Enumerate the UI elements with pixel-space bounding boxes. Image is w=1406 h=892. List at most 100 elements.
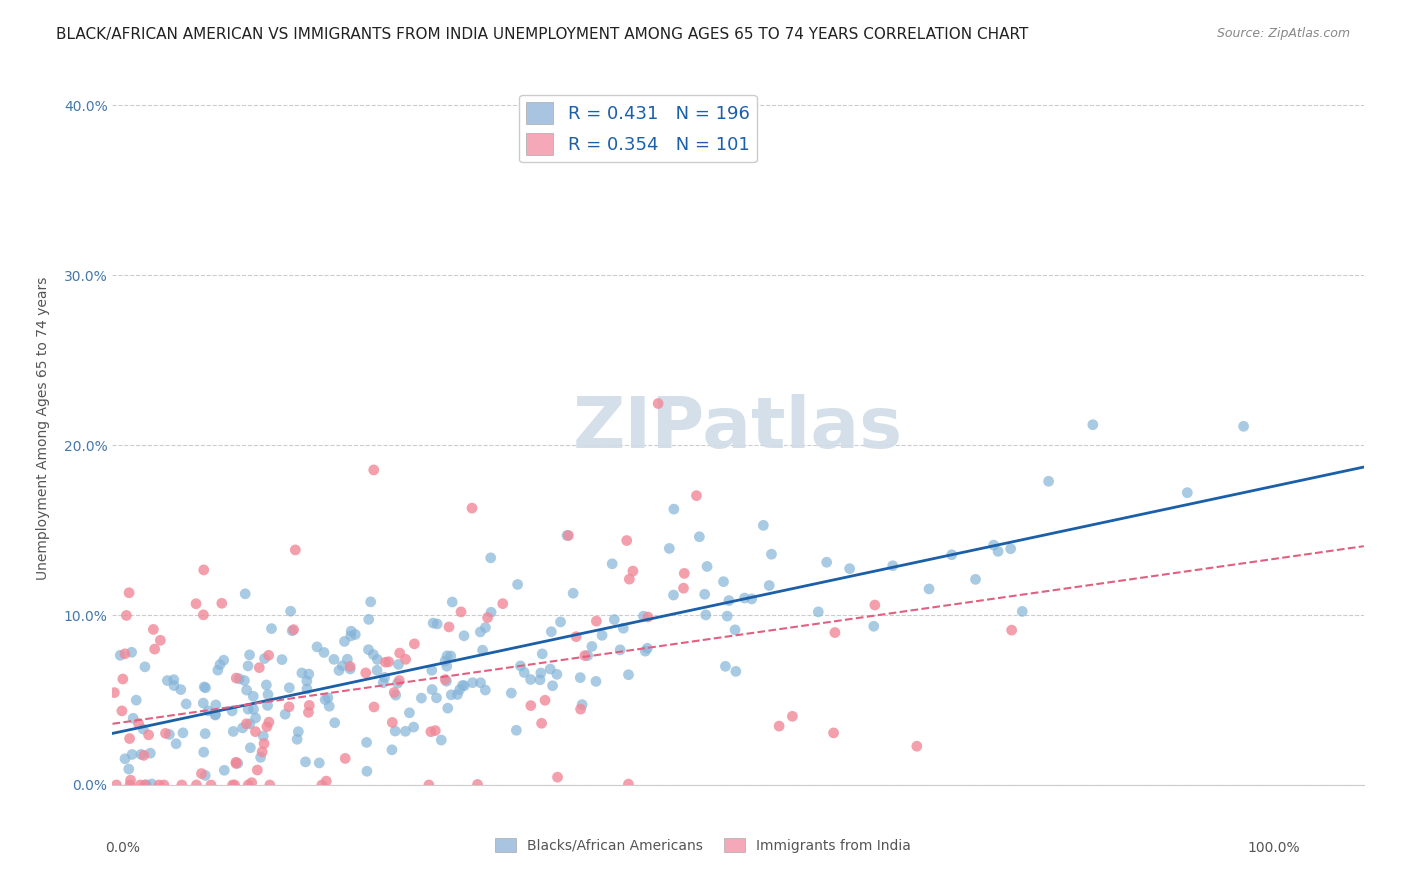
Point xyxy=(336,652,359,666)
Point xyxy=(143,642,166,657)
Point xyxy=(1001,623,1024,637)
Point xyxy=(387,676,409,690)
Point xyxy=(823,726,845,740)
Point xyxy=(1011,604,1033,618)
Point xyxy=(184,597,207,611)
Legend: R = 0.431   N = 196, R = 0.354   N = 101: R = 0.431 N = 196, R = 0.354 N = 101 xyxy=(519,95,756,162)
Point xyxy=(174,697,197,711)
Point xyxy=(224,778,246,792)
Point xyxy=(360,595,382,609)
Point xyxy=(211,596,233,610)
Point xyxy=(225,671,247,685)
Point xyxy=(118,586,141,600)
Point xyxy=(333,634,356,648)
Point xyxy=(197,704,219,718)
Point xyxy=(312,645,335,659)
Point xyxy=(193,680,215,694)
Point xyxy=(619,572,641,586)
Point xyxy=(163,679,186,693)
Point xyxy=(249,750,271,764)
Point xyxy=(714,659,737,673)
Point xyxy=(363,463,385,477)
Point xyxy=(242,702,264,716)
Point xyxy=(513,665,536,680)
Text: BLACK/AFRICAN AMERICAN VS IMMIGRANTS FROM INDIA UNEMPLOYMENT AMONG AGES 65 TO 74: BLACK/AFRICAN AMERICAN VS IMMIGRANTS FRO… xyxy=(56,27,1029,42)
Point xyxy=(436,659,458,673)
Point xyxy=(228,672,250,686)
Point xyxy=(259,778,281,792)
Point xyxy=(394,724,416,739)
Point xyxy=(141,777,163,791)
Point xyxy=(339,662,361,676)
Point xyxy=(250,745,273,759)
Point xyxy=(291,665,314,680)
Point xyxy=(449,682,471,697)
Point xyxy=(204,707,226,722)
Point xyxy=(467,777,489,791)
Point xyxy=(838,561,860,575)
Legend: Blacks/African Americans, Immigrants from India: Blacks/African Americans, Immigrants fro… xyxy=(489,832,917,858)
Point xyxy=(547,770,569,784)
Point xyxy=(419,724,441,739)
Point xyxy=(122,711,145,725)
Point xyxy=(308,756,330,770)
Y-axis label: Unemployment Among Ages 65 to 74 years: Unemployment Among Ages 65 to 74 years xyxy=(37,277,49,580)
Point xyxy=(274,707,297,722)
Point xyxy=(437,620,460,634)
Point xyxy=(280,604,302,618)
Point xyxy=(118,731,141,746)
Point xyxy=(356,764,378,779)
Point xyxy=(941,548,963,562)
Point xyxy=(186,778,208,792)
Point xyxy=(381,715,404,730)
Point xyxy=(862,619,884,633)
Point xyxy=(135,778,157,792)
Point xyxy=(193,563,215,577)
Point xyxy=(1000,541,1022,556)
Point xyxy=(366,652,388,666)
Point xyxy=(322,652,344,666)
Point xyxy=(384,688,406,702)
Point xyxy=(546,667,568,681)
Point xyxy=(132,722,155,736)
Point xyxy=(717,593,740,607)
Point xyxy=(204,708,226,723)
Point xyxy=(114,752,136,766)
Point xyxy=(501,686,523,700)
Point xyxy=(374,655,396,669)
Text: Source: ZipAtlas.com: Source: ZipAtlas.com xyxy=(1216,27,1350,40)
Point xyxy=(387,657,409,672)
Point xyxy=(194,726,217,740)
Point xyxy=(170,778,193,792)
Point xyxy=(540,624,562,639)
Point xyxy=(662,588,685,602)
Point xyxy=(761,547,783,561)
Point xyxy=(225,756,247,770)
Point xyxy=(245,711,267,725)
Point xyxy=(295,681,318,696)
Point xyxy=(111,672,134,686)
Point xyxy=(149,633,172,648)
Point xyxy=(356,735,378,749)
Point xyxy=(565,630,588,644)
Point xyxy=(529,673,551,687)
Point xyxy=(118,778,141,792)
Point xyxy=(425,690,447,705)
Point xyxy=(863,598,886,612)
Point xyxy=(440,688,463,702)
Point xyxy=(247,660,270,674)
Point xyxy=(479,550,502,565)
Point xyxy=(477,610,499,624)
Point xyxy=(253,737,276,751)
Point xyxy=(538,662,561,676)
Point xyxy=(120,773,142,788)
Point xyxy=(1175,485,1198,500)
Point xyxy=(382,685,405,699)
Point xyxy=(807,605,830,619)
Point xyxy=(315,774,337,789)
Point xyxy=(616,533,638,548)
Point xyxy=(461,675,484,690)
Point xyxy=(335,751,357,765)
Point xyxy=(585,614,607,628)
Point xyxy=(758,578,780,592)
